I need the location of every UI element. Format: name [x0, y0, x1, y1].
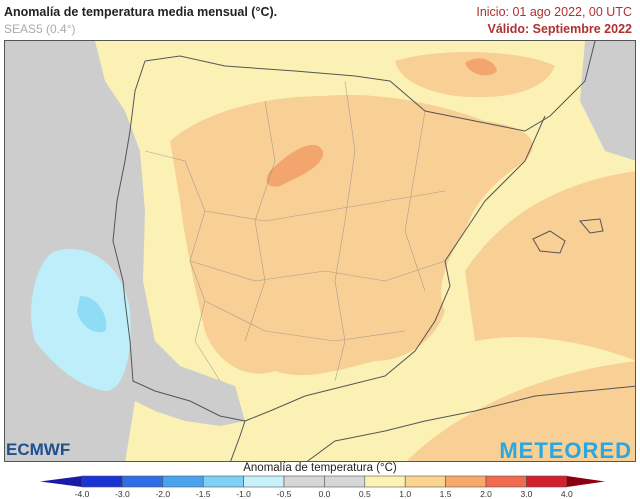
colorbar-segment — [202, 475, 244, 488]
colorbar-segment — [122, 475, 164, 488]
colorbar-tick-label: -3.0 — [115, 489, 130, 499]
colorbar-tick-label: -4.0 — [74, 489, 90, 499]
colorbar — [40, 475, 605, 488]
model-label: SEAS5 (0.4°) — [4, 22, 76, 36]
colorbar-segment — [526, 475, 568, 488]
colorbar-tick-label: 0.5 — [358, 489, 371, 499]
colorbar-tick-label: -1.0 — [236, 489, 251, 499]
colorbar-segment — [243, 475, 285, 488]
colorbar-over-arrow — [566, 476, 605, 487]
colorbar-tick-label: 1.5 — [439, 489, 452, 499]
colorbar-tick-label: -1.5 — [195, 489, 211, 499]
init-date: Inicio: 01 ago 2022, 00 UTC — [476, 5, 632, 19]
colorbar-tick-label: 4.0 — [560, 489, 573, 499]
colorbar-tick-label: 3.0 — [520, 489, 533, 499]
colorbar-tick-label: -2.0 — [155, 489, 171, 499]
colorbar-tick-label: -0.5 — [276, 489, 292, 499]
colorbar-tick-label: 1.0 — [399, 489, 412, 499]
colorbar-segment — [404, 475, 446, 488]
colorbar-title: Anomalía de temperatura (°C) — [243, 462, 397, 474]
ecmwf-logo: ECMWF — [6, 440, 71, 459]
map-title: Anomalía de temperatura media mensual (°… — [4, 5, 278, 19]
colorbar-segment — [81, 475, 123, 488]
colorbar-tick-label: 2.0 — [480, 489, 492, 499]
colorbar-tick-label: 0.0 — [318, 489, 331, 499]
colorbar-segment — [283, 475, 325, 488]
colorbar-segment — [162, 475, 204, 488]
colorbar-segment — [364, 475, 406, 488]
colorbar-under-arrow — [40, 476, 82, 487]
anomaly-map — [4, 40, 636, 462]
colorbar-segment — [445, 475, 487, 488]
colorbar-segment — [324, 475, 366, 488]
meteored-logo: METEORED — [499, 438, 632, 463]
valid-period: Válido: Septiembre 2022 — [487, 22, 632, 36]
colorbar-segment — [485, 475, 527, 488]
